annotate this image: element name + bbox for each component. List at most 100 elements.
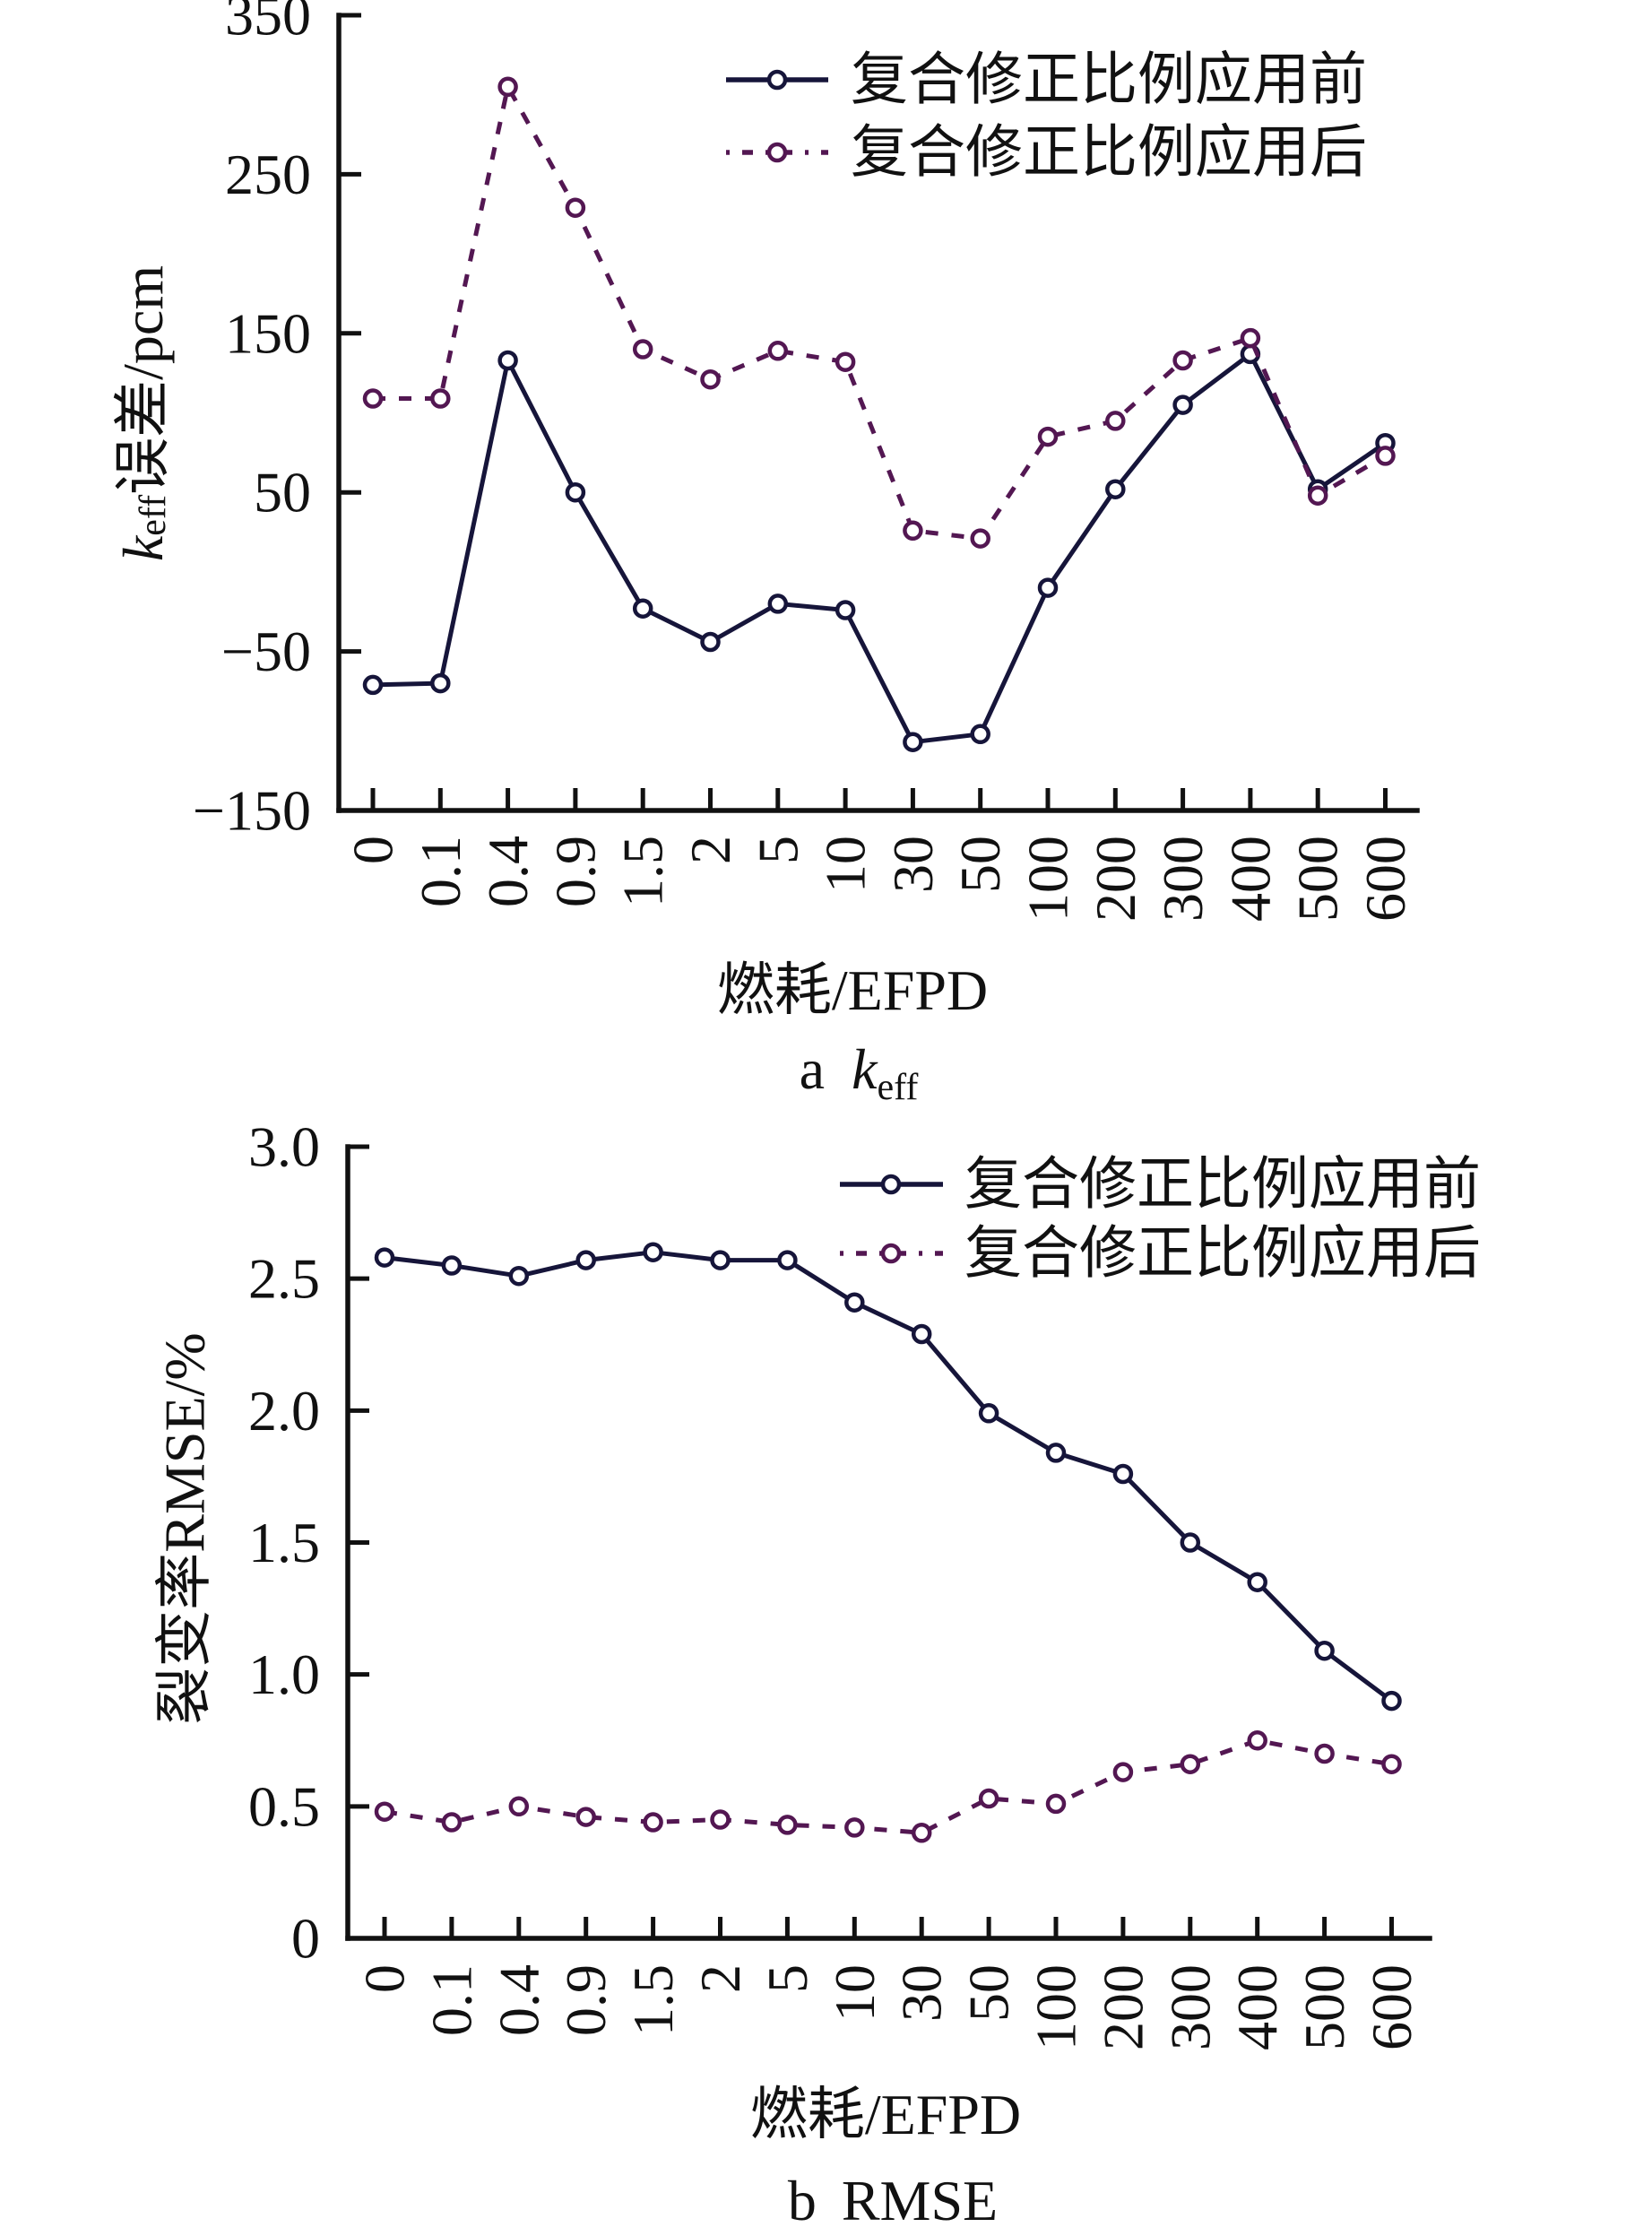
x-tick-label: 300 [1151, 836, 1215, 922]
y-axis-title: 裂变率RMSE/% [153, 1332, 217, 1724]
legend-item-before: 复合修正比例应用前 [840, 1153, 1481, 1217]
data-point-before-500 [1314, 1640, 1335, 1661]
data-point-after-10 [844, 1817, 865, 1838]
data-point-after-1.5 [632, 339, 653, 360]
data-point-before-2 [700, 631, 721, 653]
y-tick-label: 2.5 [248, 1247, 320, 1311]
data-point-after-200 [1112, 1762, 1134, 1782]
data-point-after-0.9 [565, 197, 586, 218]
data-point-before-50 [978, 1403, 999, 1424]
x-tick-label: 2 [688, 1964, 752, 1993]
x-tick-label: 50 [957, 1964, 1021, 2022]
data-point-before-30 [903, 732, 923, 752]
caption-text: RMSE [842, 2169, 998, 2232]
legend-label: 复合修正比例应用后 [851, 121, 1367, 185]
data-point-before-1.5 [643, 1242, 663, 1262]
x-tick-label: 0.4 [487, 1964, 550, 2036]
x-tick-label: 400 [1225, 1964, 1289, 2050]
x-axis-title: 燃耗/EFPD [750, 2083, 1021, 2146]
data-point-before-100 [1045, 1443, 1067, 1463]
data-point-after-600 [1375, 446, 1396, 466]
x-tick-label: 5 [756, 1964, 819, 1993]
data-point-after-200 [1105, 411, 1126, 431]
data-point-before-200 [1105, 479, 1126, 499]
panel-caption: b RMSE [788, 2169, 998, 2232]
legend-label: 复合修正比例应用后 [964, 1222, 1481, 1286]
data-point-after-0.4 [497, 76, 518, 98]
x-tick-label: 30 [881, 836, 945, 893]
y-axis-title-symbol: k [111, 534, 175, 561]
data-point-after-5 [777, 1815, 798, 1835]
x-tick-label: 10 [814, 836, 878, 893]
data-point-before-5 [777, 1250, 798, 1270]
x-tick-label: 500 [1286, 836, 1350, 922]
x-tick-label: 500 [1293, 1964, 1356, 2050]
x-tick-label: 2 [679, 836, 742, 864]
y-tick-label: 1.5 [248, 1511, 320, 1574]
series-line-after [384, 1738, 1392, 1835]
y-tick-label: 1.0 [248, 1642, 320, 1706]
data-point-after-300 [1172, 350, 1193, 371]
y-tick-label: 50 [254, 461, 311, 524]
data-point-before-0.4 [508, 1265, 530, 1287]
x-tick-label: 1.5 [611, 836, 675, 907]
data-point-after-0.4 [508, 1796, 530, 1817]
chart-b-fission-rate-rmse: 00.51.01.52.02.53.00 0.1 0.4 0.9 1.5 2 5 10 30 50… [153, 1115, 1482, 2233]
x-tick-label: 200 [1084, 836, 1147, 922]
y-tick-label: 2.0 [248, 1379, 320, 1443]
data-point-before-30 [911, 1323, 932, 1345]
data-point-after-0.1 [441, 1812, 463, 1833]
data-point-after-300 [1180, 1754, 1201, 1774]
data-point-before-1.5 [632, 598, 653, 619]
data-point-before-5 [767, 594, 789, 614]
y-axis-title-subscript: eff [133, 495, 174, 536]
caption-letter: b [788, 2169, 817, 2232]
caption-letter: a [800, 1037, 825, 1101]
data-point-after-1.5 [643, 1812, 663, 1833]
legend-marker [880, 1174, 902, 1195]
x-tick-label: 0 [353, 1964, 417, 1993]
series-line-before [384, 1250, 1393, 1703]
x-tick-label: 1.5 [621, 1964, 685, 2036]
data-point-before-400 [1247, 1572, 1267, 1592]
data-point-before-0.1 [441, 1255, 463, 1276]
data-point-after-30 [903, 520, 923, 542]
caption-symbol: k [852, 1037, 878, 1101]
y-tick-label: 350 [225, 0, 311, 48]
data-point-after-5 [767, 341, 789, 361]
data-point-after-0.9 [575, 1807, 596, 1827]
data-point-after-30 [911, 1823, 932, 1843]
x-tick-label: 0.9 [543, 836, 607, 907]
data-point-after-50 [978, 1788, 999, 1809]
data-point-before-300 [1172, 394, 1193, 415]
data-point-after-400 [1247, 1730, 1267, 1751]
data-point-after-0 [374, 1801, 395, 1822]
legend-label: 复合修正比例应用前 [964, 1153, 1481, 1217]
data-point-before-100 [1037, 577, 1059, 598]
data-point-before-600 [1381, 1690, 1402, 1712]
x-tick-label: 10 [823, 1964, 887, 2022]
x-tick-label: 100 [1025, 1964, 1088, 2050]
data-point-before-200 [1112, 1463, 1134, 1485]
data-point-before-0 [362, 674, 384, 696]
x-tick-label: 600 [1360, 1964, 1423, 2050]
data-point-before-0.9 [575, 1250, 596, 1270]
data-point-after-50 [970, 528, 990, 549]
y-tick-label: 3.0 [248, 1115, 320, 1179]
data-point-after-500 [1314, 1743, 1335, 1764]
x-tick-label: 30 [890, 1964, 954, 2022]
data-point-after-400 [1240, 327, 1261, 349]
x-tick-label: 0.9 [554, 1964, 618, 2036]
x-axis-title: 燃耗/EFPD [717, 958, 988, 1022]
data-point-before-0.1 [430, 672, 451, 694]
x-tick-label: 0.1 [419, 1964, 483, 2036]
x-tick-label: 0 [342, 836, 405, 864]
y-axis-title: keff误差/pcm [111, 265, 175, 561]
x-tick-label: 50 [948, 836, 1012, 893]
y-tick-label: 250 [225, 143, 311, 206]
data-point-after-2 [700, 368, 721, 390]
y-axis-title-suffix: 误差/pcm [111, 265, 175, 495]
x-tick-label: 300 [1158, 1964, 1222, 2050]
x-tick-label: 0.1 [409, 836, 472, 907]
caption-subscript: eff [877, 1067, 918, 1108]
